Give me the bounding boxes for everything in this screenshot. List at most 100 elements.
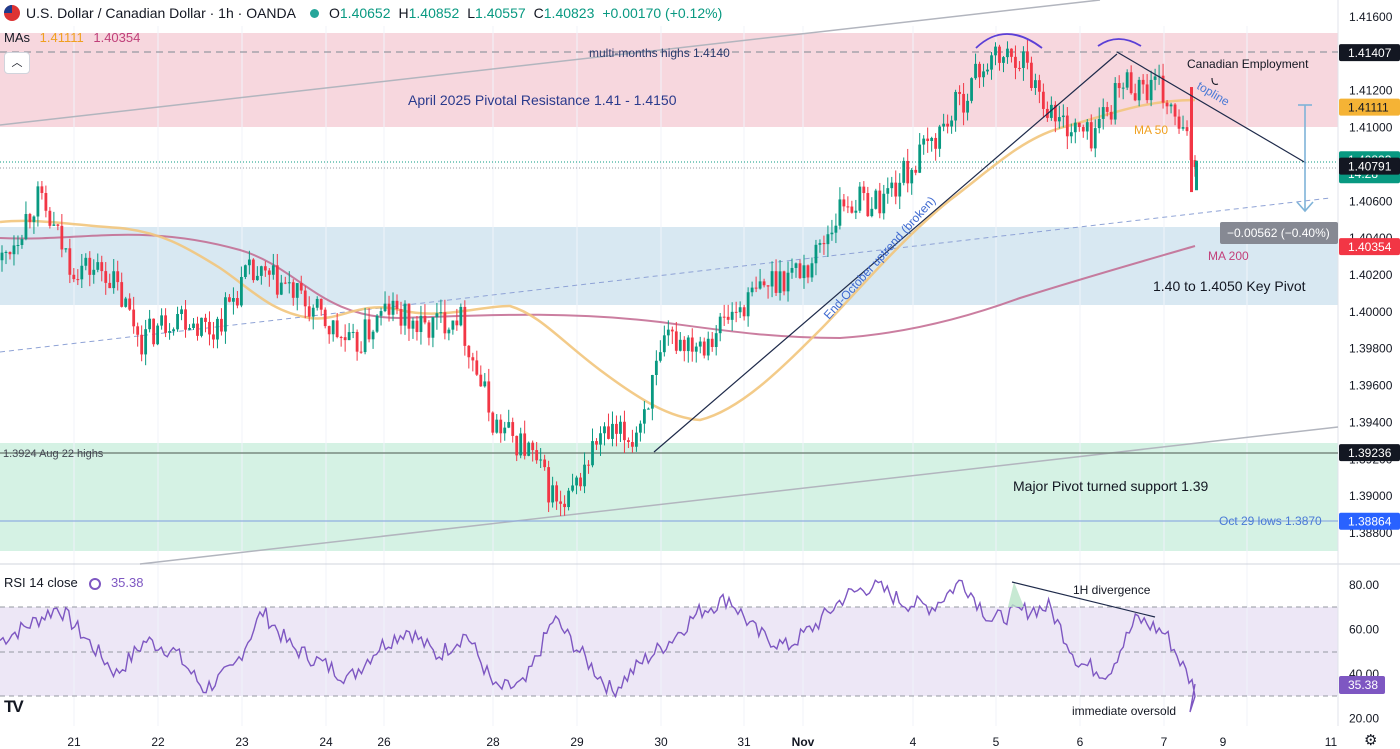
candle-body: [1002, 57, 1005, 63]
candle-body: [1041, 91, 1045, 109]
candle-body: [184, 309, 187, 330]
candle-body: [427, 322, 431, 338]
candle-body: [72, 274, 76, 280]
gear-icon[interactable]: ⚙: [1364, 732, 1378, 749]
measure-badge[interactable]: [1220, 222, 1338, 244]
candle-body: [714, 333, 718, 347]
candle-body: [774, 271, 778, 293]
price-tag-label: 1.40354: [1348, 240, 1392, 254]
highs-arc-2[interactable]: [1097, 38, 1142, 47]
rsi-value-tag: [1339, 676, 1385, 694]
chart-header: U.S. Dollar / Canadian Dollar · 1h · OAN…: [0, 0, 1340, 26]
candle-body: [495, 419, 499, 433]
tradingview-logo[interactable]: TV: [4, 697, 24, 716]
close-label: C: [533, 5, 544, 21]
price-tick-label: 1.40200: [1349, 268, 1393, 282]
candle-body: [132, 309, 136, 327]
collapse-legend-button[interactable]: ︿: [4, 52, 30, 74]
candle-body: [92, 269, 96, 275]
candle-body: [1081, 127, 1085, 132]
candle-body: [970, 78, 973, 101]
candles[interactable]: [0, 39, 1198, 516]
time-axis[interactable]: 21 22 23 24 26 28 29 30 31 Nov 4 5 6 7 9 11: [67, 735, 1337, 749]
measure-arrow[interactable]: [1296, 104, 1314, 213]
candle-body: [443, 312, 447, 334]
candle-body: [682, 339, 686, 352]
topline[interactable]: [1116, 51, 1307, 164]
aug-22-highs-label: 1.3924 Aug 22 highs: [3, 448, 104, 460]
candle-body: [439, 312, 443, 314]
candle-body: [112, 271, 116, 289]
oct-29-lows-label: Oct 29 lows 1.3870: [1219, 514, 1322, 528]
candle-body: [1190, 87, 1193, 193]
low-value: L1.40557: [467, 5, 525, 21]
candle-body: [188, 327, 191, 330]
candle-body: [168, 331, 171, 333]
ma50-line[interactable]: [0, 98, 1196, 422]
rsi-divergence-line[interactable]: [1011, 581, 1156, 618]
end-october-uptrend-line[interactable]: [653, 53, 1118, 453]
candle-body: [870, 208, 874, 217]
rsi-legend-value: 35.38: [110, 575, 144, 590]
price-axis[interactable]: 1.416001.414001.412001.410001.408001.406…: [1349, 10, 1393, 540]
symbol-title[interactable]: U.S. Dollar / Canadian Dollar · 1h · OAN…: [26, 5, 296, 21]
highs-arc-1[interactable]: [975, 33, 1043, 49]
candle-body: [758, 281, 762, 289]
candle-body: [523, 433, 527, 456]
candle-body: [331, 320, 335, 335]
candle-body: [44, 193, 48, 211]
candle-body: [267, 270, 271, 275]
candle-body: [283, 282, 287, 284]
candle-body: [571, 485, 574, 491]
candle-body: [1185, 127, 1189, 132]
candle-body: [1125, 72, 1129, 88]
time-tick-label: 31: [737, 735, 751, 749]
rsi-line[interactable]: [0, 579, 1196, 713]
grid-lines: [73, 26, 1248, 726]
candle-body: [355, 331, 359, 352]
candle-body: [658, 352, 662, 361]
price-tag-label: 1.41407: [1348, 46, 1392, 60]
rsi-legend[interactable]: RSI 14 close 35.38: [4, 575, 144, 590]
candle-body: [459, 306, 463, 326]
price-tag: [1339, 157, 1400, 175]
candle-body: [607, 426, 610, 439]
price-tick-label: 1.41600: [1349, 10, 1393, 24]
ma-legend[interactable]: MAs 1.41111 1.40354: [4, 30, 140, 45]
dashed-trend-line[interactable]: [0, 197, 1331, 353]
candle-body: [894, 182, 898, 197]
candle-body: [778, 271, 782, 293]
candle-body: [770, 271, 774, 287]
candle-body: [806, 265, 810, 278]
candle-body: [762, 281, 766, 286]
candle-body: [499, 419, 503, 434]
candle-body: [371, 331, 375, 340]
candle-body: [958, 91, 961, 94]
open-value: O1.40652: [329, 5, 391, 21]
ma200-line[interactable]: [0, 233, 1196, 340]
candle-body: [710, 338, 714, 347]
candle-body: [754, 287, 758, 289]
candle-body: [638, 423, 642, 433]
open-label: O: [329, 5, 340, 21]
upper-channel-line[interactable]: [0, 0, 1101, 126]
candle-body: [886, 188, 890, 194]
ma200-legend-value: 1.40354: [93, 30, 141, 45]
candle-body: [862, 186, 866, 194]
candle-body: [144, 329, 148, 355]
candle-body: [531, 442, 535, 451]
candle-body: [670, 329, 674, 332]
candle-body: [858, 186, 862, 211]
rsi-settings-icon[interactable]: [89, 578, 102, 590]
candle-body: [176, 313, 179, 330]
candle-body: [898, 182, 902, 197]
candle-body: [383, 303, 387, 312]
price-tick-label: 1.39600: [1349, 379, 1393, 393]
lower-channel-line[interactable]: [139, 426, 1339, 565]
candle-body: [527, 442, 531, 456]
candle-body: [846, 206, 850, 208]
ma-legend-label: MAs: [4, 30, 30, 45]
price-tag-label: 1.41111: [1348, 101, 1389, 115]
